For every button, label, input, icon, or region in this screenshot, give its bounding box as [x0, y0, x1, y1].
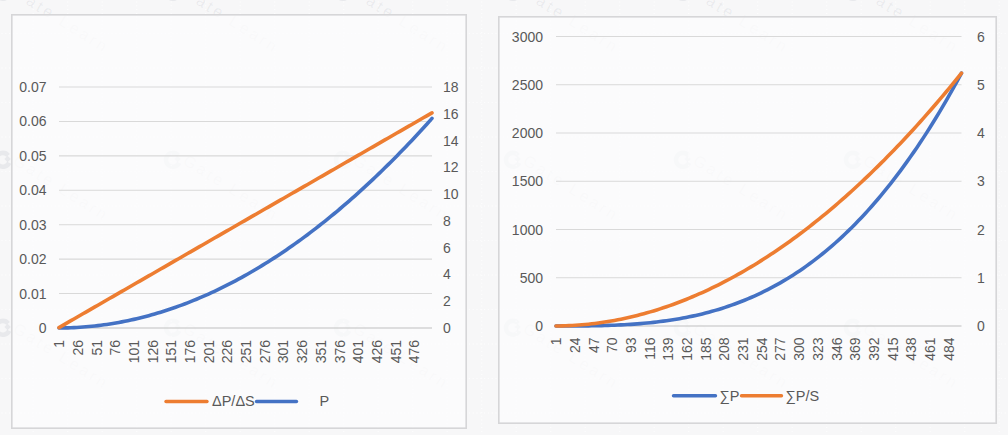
- svg-text:70: 70: [604, 337, 620, 353]
- svg-text:∑P/S: ∑P/S: [786, 388, 820, 405]
- svg-text:3000: 3000: [512, 29, 543, 45]
- svg-text:201: 201: [201, 340, 217, 364]
- svg-text:47: 47: [586, 337, 602, 353]
- svg-text:277: 277: [772, 337, 788, 361]
- svg-text:12: 12: [443, 159, 459, 175]
- svg-text:185: 185: [698, 337, 714, 361]
- svg-text:0.06: 0.06: [19, 113, 46, 129]
- svg-text:3: 3: [977, 173, 985, 189]
- svg-text:323: 323: [810, 337, 826, 361]
- svg-text:139: 139: [660, 337, 676, 361]
- svg-text:26: 26: [70, 340, 86, 356]
- svg-text:2500: 2500: [512, 77, 543, 93]
- svg-text:18: 18: [443, 79, 459, 95]
- svg-text:2: 2: [443, 293, 451, 309]
- svg-text:0.01: 0.01: [19, 286, 46, 302]
- svg-text:2: 2: [977, 222, 985, 238]
- svg-text:476: 476: [406, 340, 422, 364]
- svg-text:116: 116: [642, 337, 658, 360]
- svg-text:1: 1: [548, 337, 564, 345]
- svg-text:254: 254: [754, 337, 770, 361]
- svg-text:51: 51: [89, 340, 105, 356]
- svg-text:4: 4: [443, 266, 451, 282]
- svg-text:0.07: 0.07: [19, 79, 46, 95]
- svg-text:1500: 1500: [512, 173, 543, 189]
- svg-text:24: 24: [567, 337, 583, 353]
- svg-text:0: 0: [443, 320, 451, 336]
- svg-text:5: 5: [977, 77, 985, 93]
- svg-text:126: 126: [145, 340, 161, 364]
- svg-text:415: 415: [885, 337, 901, 361]
- svg-text:376: 376: [332, 340, 348, 364]
- svg-text:0.02: 0.02: [19, 251, 46, 267]
- svg-text:438: 438: [903, 337, 919, 361]
- svg-text:426: 426: [369, 340, 385, 364]
- svg-text:0: 0: [535, 318, 543, 334]
- svg-text:276: 276: [257, 340, 273, 364]
- svg-text:392: 392: [866, 337, 882, 361]
- svg-text:251: 251: [238, 340, 254, 364]
- svg-text:0.04: 0.04: [19, 182, 46, 198]
- svg-text:10: 10: [443, 186, 459, 202]
- svg-text:6: 6: [443, 240, 451, 256]
- svg-text:4: 4: [977, 125, 985, 141]
- svg-text:451: 451: [388, 340, 404, 364]
- svg-text:346: 346: [829, 337, 845, 361]
- svg-text:0: 0: [977, 318, 985, 334]
- svg-text:176: 176: [182, 340, 198, 364]
- svg-text:∑P: ∑P: [720, 388, 740, 405]
- svg-text:101: 101: [126, 340, 142, 364]
- svg-text:1: 1: [51, 340, 67, 348]
- svg-text:16: 16: [443, 106, 459, 122]
- svg-text:1000: 1000: [512, 222, 543, 238]
- svg-text:484: 484: [941, 337, 957, 361]
- svg-text:162: 162: [679, 337, 695, 361]
- svg-text:351: 351: [313, 340, 329, 364]
- svg-text:461: 461: [922, 337, 938, 361]
- svg-text:P: P: [320, 393, 330, 409]
- svg-text:1: 1: [977, 270, 985, 286]
- svg-text:76: 76: [107, 340, 123, 356]
- svg-text:6: 6: [977, 29, 985, 45]
- svg-text:401: 401: [350, 340, 366, 364]
- svg-text:500: 500: [520, 270, 544, 286]
- svg-text:231: 231: [735, 337, 751, 361]
- svg-text:300: 300: [791, 337, 807, 361]
- svg-text:151: 151: [163, 340, 179, 364]
- svg-text:14: 14: [443, 133, 459, 149]
- svg-text:208: 208: [716, 337, 732, 361]
- svg-text:93: 93: [623, 337, 639, 353]
- svg-text:226: 226: [219, 340, 235, 364]
- svg-text:0.03: 0.03: [19, 217, 46, 233]
- svg-text:369: 369: [847, 337, 863, 361]
- svg-text:8: 8: [443, 213, 451, 229]
- svg-text:2000: 2000: [512, 125, 543, 141]
- svg-text:0: 0: [39, 320, 47, 336]
- svg-text:0.05: 0.05: [19, 148, 46, 164]
- svg-text:ΔP/ΔS: ΔP/ΔS: [212, 393, 255, 409]
- svg-text:326: 326: [294, 340, 310, 364]
- svg-text:301: 301: [275, 340, 291, 364]
